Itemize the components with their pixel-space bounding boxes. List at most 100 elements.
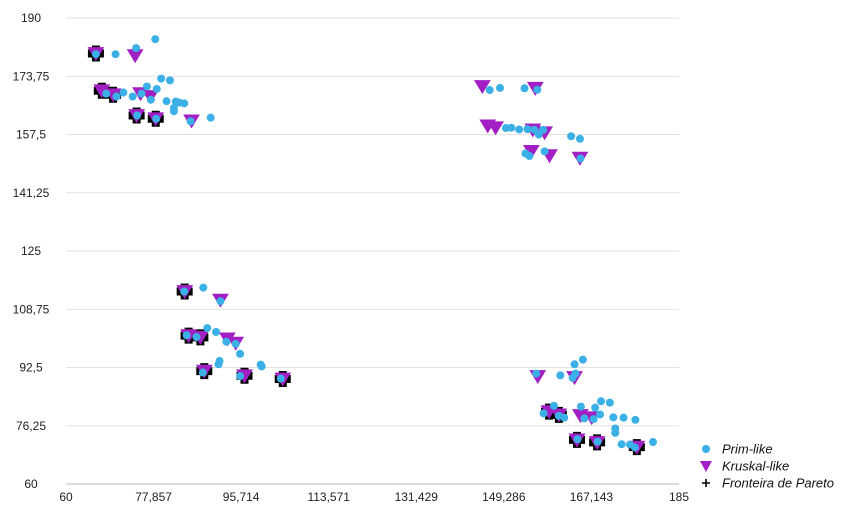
data-point: [165, 76, 174, 85]
data-point: [152, 84, 161, 93]
data-point: [182, 331, 191, 340]
data-point: [152, 114, 161, 123]
legend-label: Fronteira de Pareto: [722, 476, 834, 491]
data-point: [533, 85, 542, 94]
data-point: [549, 401, 558, 410]
data-point: [487, 121, 504, 136]
data-point: [540, 147, 549, 156]
x-tick-label: 185: [669, 490, 689, 504]
data-marks: [87, 35, 658, 456]
data-point: [591, 403, 600, 412]
x-tick-label: 131,429: [395, 490, 439, 504]
y-tick-label: 141,25: [13, 186, 50, 200]
y-tick-label: 108,75: [13, 302, 50, 316]
grid-lines: [66, 17, 679, 427]
data-point: [596, 410, 605, 419]
data-point: [560, 413, 569, 422]
data-point: [575, 134, 584, 143]
data-point: [539, 409, 548, 418]
data-point: [532, 369, 541, 378]
data-point: [157, 74, 166, 83]
data-point: [534, 130, 543, 139]
x-tick-label: 149,286: [482, 490, 526, 504]
legend-item: Fronteira de Pareto: [702, 476, 834, 491]
legend-marker: [700, 461, 712, 472]
data-point: [617, 440, 626, 449]
data-point: [568, 373, 577, 382]
data-point: [573, 435, 582, 444]
data-point: [132, 44, 141, 53]
data-point: [128, 92, 137, 101]
y-tick-label: 173,75: [13, 69, 50, 83]
data-point: [485, 86, 494, 95]
x-tick-label: 60: [59, 490, 73, 504]
data-point: [570, 360, 579, 369]
data-point: [231, 339, 240, 348]
data-point: [625, 440, 634, 449]
y-tick-label: 157,5: [16, 128, 46, 142]
data-point: [567, 132, 576, 141]
data-point: [142, 82, 151, 91]
x-tick-label: 77,857: [135, 490, 172, 504]
legend: Prim-like Kruskal-like Fronteira de Pareto: [700, 442, 834, 491]
data-point: [198, 368, 207, 377]
data-point: [236, 349, 245, 358]
legend-item: Kruskal-like: [700, 459, 789, 474]
data-point: [556, 371, 565, 380]
data-point: [649, 438, 658, 447]
data-point: [119, 88, 128, 97]
data-point: [169, 103, 178, 112]
data-point: [162, 97, 171, 106]
y-tick-label: 125: [21, 244, 41, 258]
data-point: [199, 283, 208, 292]
data-point: [133, 111, 142, 120]
series-circle: [91, 35, 658, 452]
data-point: [631, 415, 640, 424]
data-point: [580, 414, 589, 423]
data-point: [576, 154, 585, 163]
data-point: [520, 84, 529, 93]
data-point: [222, 337, 231, 346]
data-point: [496, 83, 505, 92]
data-point: [111, 50, 120, 59]
x-tick-label: 113,571: [307, 490, 350, 504]
legend-marker: [702, 445, 710, 453]
y-tick-label: 76,25: [16, 419, 46, 433]
data-point: [102, 89, 111, 98]
data-point: [192, 333, 201, 342]
data-point: [216, 297, 225, 306]
data-point: [593, 437, 602, 446]
data-point: [236, 372, 245, 381]
x-tick-label: 167,143: [570, 490, 614, 504]
data-point: [473, 80, 491, 95]
y-tick-labels: 60 76,25 92,5 108,75 125 141,25 157,5 173,75 190: [13, 11, 50, 491]
data-point: [597, 397, 606, 406]
legend-label: Prim-like: [722, 442, 773, 457]
data-point: [112, 92, 121, 101]
x-tick-label: 95,714: [223, 490, 260, 504]
legend-marker: [702, 479, 710, 487]
data-point: [180, 287, 189, 296]
data-point: [609, 413, 618, 422]
data-point: [214, 360, 223, 369]
data-point: [507, 123, 516, 132]
y-tick-label: 190: [21, 11, 41, 25]
data-point: [589, 415, 598, 424]
data-point: [576, 402, 585, 411]
data-point: [151, 35, 160, 44]
data-point: [137, 89, 146, 98]
data-point: [203, 324, 212, 333]
data-point: [578, 355, 587, 364]
data-point: [619, 413, 628, 422]
data-point: [146, 95, 155, 104]
data-point: [212, 328, 221, 337]
legend-item: Prim-like: [702, 442, 773, 457]
data-point: [611, 428, 620, 437]
data-point: [180, 99, 189, 108]
data-point: [605, 398, 614, 407]
data-point: [91, 50, 100, 59]
y-tick-label: 92,5: [19, 361, 43, 375]
x-tick-labels: 60 77,857 95,714 113,571 131,429 149,286 167,1…: [59, 490, 689, 504]
y-tick-label: 60: [24, 477, 38, 491]
